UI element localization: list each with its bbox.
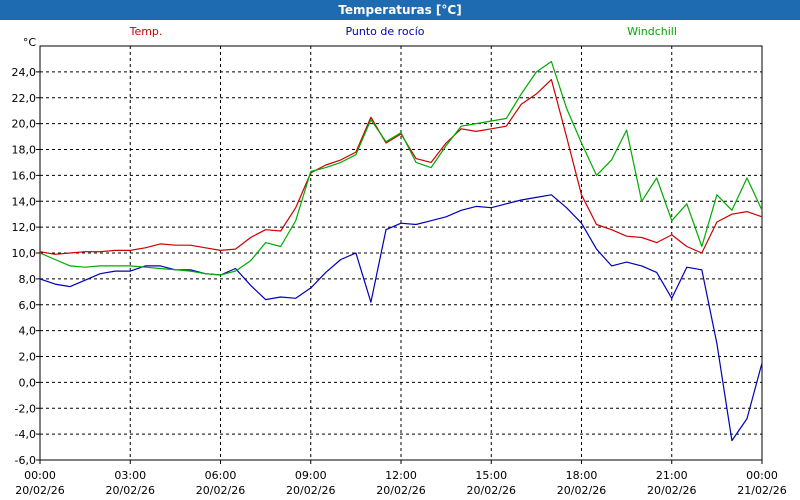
x-tick-time: 00:00 bbox=[24, 469, 56, 482]
y-tick-label: -4,0 bbox=[15, 428, 36, 441]
tick-labels: -6,0 -4,0 -2,0 0,0 2,0 4,0 6,0 8,0 10,0 12,0 14,0 1… bbox=[12, 36, 787, 497]
legend-dew: Punto de rocío bbox=[345, 25, 424, 38]
y-tick-label: 12,0 bbox=[12, 221, 37, 234]
y-tick-label: 2,0 bbox=[19, 351, 37, 364]
legend-wind: Windchill bbox=[627, 25, 677, 38]
y-tick-label: -2,0 bbox=[15, 402, 36, 415]
y-tick-label: 14,0 bbox=[12, 195, 37, 208]
x-tick-time: 12:00 bbox=[385, 469, 417, 482]
x-tick-time: 18:00 bbox=[566, 469, 598, 482]
x-tick-time: 00:00 bbox=[746, 469, 778, 482]
y-tick-label: 18,0 bbox=[12, 144, 37, 157]
series-line-wind bbox=[39, 60, 763, 276]
x-tick-date: 20/02/26 bbox=[467, 484, 516, 497]
series-line-dew bbox=[39, 194, 763, 442]
window-title: Temperaturas [°C] bbox=[0, 0, 800, 20]
y-tick-label: 8,0 bbox=[19, 273, 37, 286]
x-tick-date: 20/02/26 bbox=[557, 484, 606, 497]
x-tick-date: 20/02/26 bbox=[376, 484, 425, 497]
y-tick-label: 10,0 bbox=[12, 247, 37, 260]
y-axis-label: °C bbox=[23, 36, 37, 49]
x-tick-time: 03:00 bbox=[114, 469, 146, 482]
y-tick-label: 16,0 bbox=[12, 169, 37, 182]
grid bbox=[40, 46, 762, 460]
x-tick-time: 09:00 bbox=[295, 469, 327, 482]
y-tick-label: 6,0 bbox=[19, 299, 37, 312]
y-tick-label: 24,0 bbox=[12, 66, 37, 79]
x-tick-time: 21:00 bbox=[656, 469, 688, 482]
x-tick-date: 20/02/26 bbox=[286, 484, 335, 497]
x-tick-date: 20/02/26 bbox=[15, 484, 64, 497]
y-tick-label: 20,0 bbox=[12, 118, 37, 131]
legend-temp: Temp. bbox=[129, 25, 163, 38]
y-tick-label: 22,0 bbox=[12, 92, 37, 105]
x-tick-date: 20/02/26 bbox=[106, 484, 155, 497]
x-tick-date: 20/02/26 bbox=[196, 484, 245, 497]
x-tick-date: 20/02/26 bbox=[647, 484, 696, 497]
legend: Temp. Punto de rocío Windchill bbox=[129, 25, 677, 38]
y-tick-label: 0,0 bbox=[19, 376, 37, 389]
y-tick-label: 4,0 bbox=[19, 325, 37, 338]
x-tick-date: 21/02/26 bbox=[737, 484, 786, 497]
x-tick-time: 15:00 bbox=[475, 469, 507, 482]
series-lines bbox=[39, 60, 763, 442]
x-tick-time: 06:00 bbox=[205, 469, 237, 482]
axes bbox=[36, 45, 763, 464]
y-tick-label: -6,0 bbox=[15, 454, 36, 467]
